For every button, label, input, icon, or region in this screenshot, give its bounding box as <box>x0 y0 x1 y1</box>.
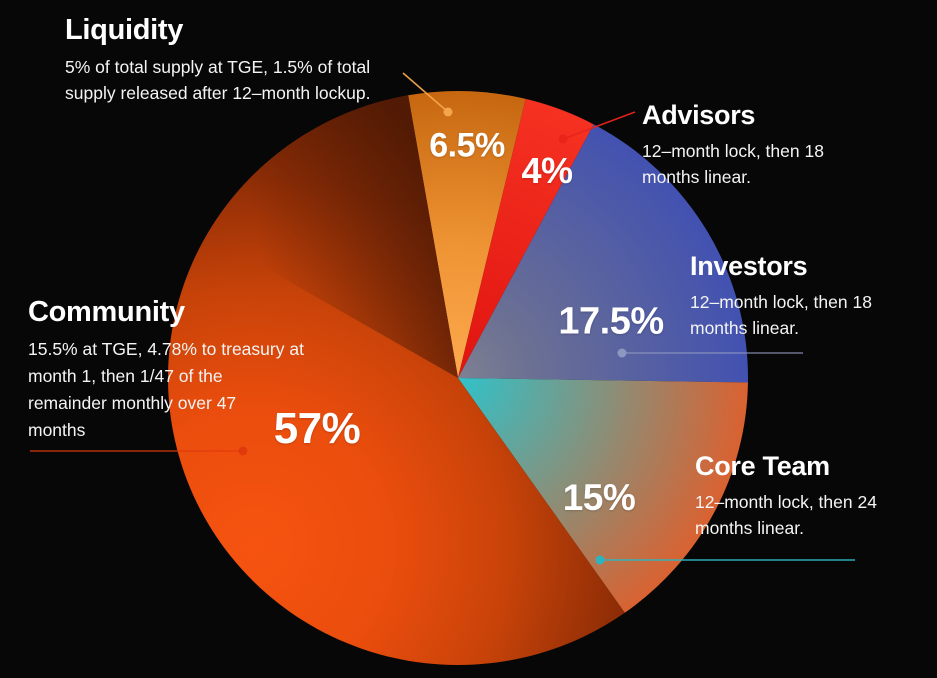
slice-value-label-investors: 17.5% <box>558 300 664 343</box>
callout-desc-community: 15.5% at TGE, 4.78% to treasury at month… <box>28 339 304 441</box>
pie-slice-core-team <box>458 378 748 613</box>
callout-title-investors: Investors <box>690 251 808 281</box>
callout-title-core-team: Core Team <box>695 451 830 481</box>
leader-dot-community <box>238 446 248 456</box>
leader-dot-investors <box>617 348 627 358</box>
pie-slice-advisors <box>458 98 594 379</box>
callout-title-community: Community <box>28 296 185 328</box>
slice-value-label-advisors: 4% <box>521 150 573 191</box>
slice-value-label-core-team: 15% <box>562 477 636 518</box>
callout-advisors: Advisors 12–month lock, then 18 months l… <box>642 100 824 190</box>
callout-desc-investors: 12–month lock, then 18 months linear. <box>690 292 872 339</box>
leader-dot-advisors <box>558 134 568 144</box>
leader-line-liquidity <box>402 72 449 113</box>
leader-line-advisors <box>562 111 636 140</box>
pie-slice-community-shading <box>206 95 458 379</box>
pie-slice-investors <box>458 124 748 383</box>
slice-value-label-community: 57% <box>273 404 361 453</box>
callout-community: Community 15.5% at TGE, 4.78% to treasur… <box>28 296 304 444</box>
callout-desc-core-team: 12–month lock, then 24 months linear. <box>695 492 877 539</box>
callout-title-liquidity: Liquidity <box>65 14 184 46</box>
callout-desc-advisors: 12–month lock, then 18 months linear. <box>642 141 824 188</box>
callout-liquidity: Liquidity 5% of total supply at TGE, 1.5… <box>65 14 370 106</box>
leader-dot-liquidity <box>443 107 453 117</box>
leader-dot-core-team <box>595 555 605 565</box>
callout-core-team: Core Team 12–month lock, then 24 months … <box>695 451 877 541</box>
pie-slice-liquidity <box>408 90 526 378</box>
slice-value-label-liquidity: 6.5% <box>429 126 505 165</box>
callout-title-advisors: Advisors <box>642 100 756 130</box>
callout-desc-liquidity: 5% of total supply at TGE, 1.5% of total… <box>65 57 371 104</box>
callout-investors: Investors 12–month lock, then 18 months … <box>690 251 872 341</box>
